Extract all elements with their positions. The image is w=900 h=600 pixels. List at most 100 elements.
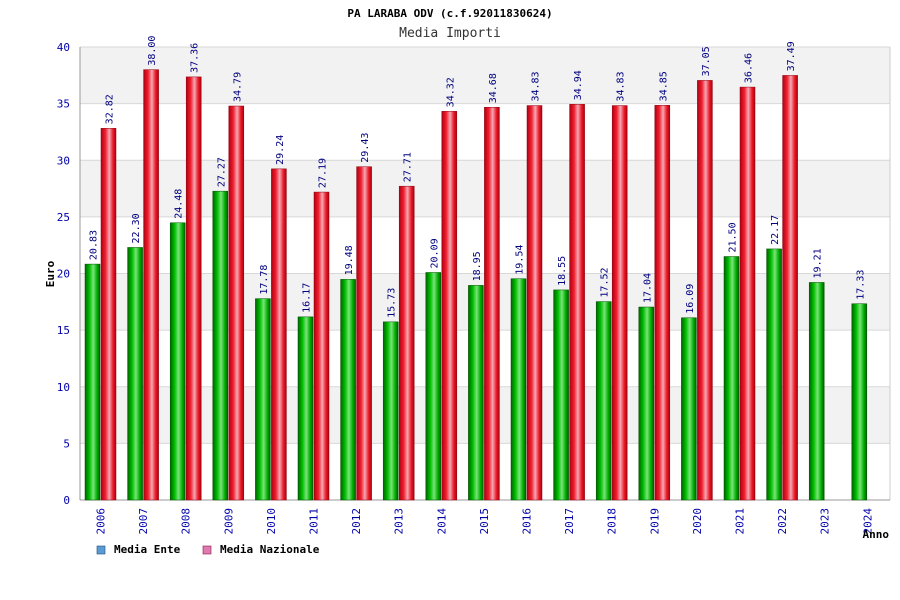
x-axis-title: Anno: [863, 528, 890, 541]
value-label-media-nazionale: 37.36: [190, 43, 201, 73]
value-label-media-ente: 18.55: [557, 256, 568, 286]
bar-media-ente: [723, 256, 740, 501]
bar-media-ente: [766, 248, 782, 501]
value-label-media-nazionale: 29.43: [360, 133, 371, 163]
bar-media-nazionale: [441, 111, 458, 501]
bar-media-nazionale: [228, 105, 245, 501]
chart-title: PA LARABA ODV (c.f.92011830624): [347, 7, 552, 20]
value-label-media-nazionale: 37.49: [786, 41, 797, 71]
value-label-media-ente: 21.50: [728, 222, 739, 252]
bar-media-ente: [808, 282, 825, 501]
x-tick-label: 2018: [606, 508, 619, 535]
bar-media-ente: [425, 272, 442, 501]
bar-media-ente: [638, 306, 655, 501]
legend: Media Ente Media Nazionale: [96, 543, 320, 556]
y-tick-label: 20: [57, 268, 70, 281]
bar-media-nazionale: [356, 166, 372, 501]
y-axis: 0 5 10 15 20 25 30 35 40: [57, 41, 891, 507]
legend-label-media-nazionale: Media Nazionale: [220, 543, 320, 556]
x-tick-label: 2012: [350, 508, 363, 535]
bars-group: [84, 69, 868, 501]
x-tick-label: 2007: [137, 508, 150, 535]
bar-media-ente: [127, 247, 143, 501]
value-label-media-ente: 22.30: [131, 213, 142, 243]
bar-media-ente: [84, 263, 101, 501]
bar-media-nazionale: [100, 128, 117, 501]
value-label-media-ente: 16.17: [302, 283, 313, 313]
x-axis: 2006 2007 2008 2009 2010 2011 2012 2013 2014 2015…: [80, 499, 890, 535]
y-tick-label: 40: [57, 41, 70, 54]
value-label-media-ente: 17.04: [642, 273, 653, 303]
bar-media-ente: [382, 321, 399, 501]
y-tick-label: 25: [57, 211, 70, 224]
x-tick-label: 2015: [478, 508, 491, 534]
x-tick-label: 2022: [776, 508, 789, 535]
x-tick-label: 2023: [819, 508, 832, 535]
y-tick-label: 35: [57, 98, 70, 111]
x-tick-label: 2019: [648, 508, 661, 535]
value-label-media-nazionale: 36.46: [744, 53, 755, 83]
legend-label-media-ente: Media Ente: [114, 543, 181, 556]
value-label-media-ente: 22.17: [770, 215, 781, 245]
y-tick-label: 5: [63, 437, 70, 450]
value-label-media-ente: 17.33: [855, 270, 866, 300]
value-label-media-nazionale: 32.82: [105, 94, 116, 124]
value-label-media-nazionale: 37.05: [701, 46, 712, 76]
bar-media-nazionale: [782, 75, 798, 501]
bar-media-nazionale: [654, 105, 671, 501]
bar-media-nazionale: [271, 168, 287, 501]
x-tick-label: 2006: [95, 508, 108, 535]
bar-media-nazionale: [398, 185, 415, 501]
x-tick-label: 2013: [393, 508, 406, 535]
x-tick-label: 2014: [435, 508, 448, 535]
chart-subtitle: Media Importi: [399, 26, 501, 41]
grid-band: [80, 47, 890, 104]
bar-media-nazionale: [569, 104, 585, 501]
value-label-media-ente: 15.73: [387, 288, 398, 318]
bar-media-ente: [595, 301, 612, 501]
x-tick-label: 2010: [265, 508, 278, 535]
y-tick-label: 0: [63, 494, 70, 507]
x-tick-label: 2009: [222, 508, 235, 535]
bar-media-ente: [169, 222, 186, 501]
value-label-media-nazionale: 38.00: [147, 36, 158, 66]
value-label-media-ente: 19.21: [813, 248, 824, 278]
value-label-media-ente: 17.52: [600, 267, 611, 297]
x-tick-label: 2008: [180, 508, 193, 535]
value-label-media-nazionale: 34.68: [488, 73, 499, 103]
bar-media-ente: [553, 289, 569, 501]
x-tick-label: 2016: [521, 508, 534, 535]
bar-media-ente: [510, 278, 527, 501]
value-label-media-nazionale: 34.85: [658, 71, 669, 101]
value-label-media-ente: 19.54: [515, 245, 526, 275]
bar-media-nazionale: [739, 86, 756, 501]
y-axis-title: Euro: [44, 260, 57, 287]
value-labels-group: 20.83 32.82 22.30 38.00 24.48 37.36 27.27 34.79…: [89, 36, 867, 318]
value-label-media-ente: 20.09: [429, 238, 440, 268]
y-tick-label: 30: [57, 154, 70, 167]
x-tick-label: 2024: [861, 508, 874, 535]
value-label-media-nazionale: 34.83: [531, 71, 542, 101]
bar-media-ente: [468, 285, 484, 501]
value-label-media-nazionale: 34.79: [232, 72, 243, 102]
bar-media-ente: [851, 303, 868, 501]
legend-swatch-media-ente: [96, 545, 106, 555]
bar-media-nazionale: [484, 106, 500, 501]
value-label-media-ente: 16.09: [685, 284, 696, 314]
bar-media-ente: [681, 317, 697, 501]
bar-media-ente: [255, 298, 271, 501]
legend-swatch-media-nazionale: [202, 545, 212, 555]
value-label-media-nazionale: 29.24: [275, 135, 286, 165]
x-tick-label: 2021: [734, 508, 747, 535]
value-label-media-ente: 27.27: [216, 157, 227, 187]
x-tick-label: 2011: [308, 508, 321, 535]
bar-media-nazionale: [611, 105, 628, 501]
value-label-media-nazionale: 34.83: [616, 71, 627, 101]
bar-media-nazionale: [185, 76, 202, 501]
value-label-media-nazionale: 34.94: [573, 70, 584, 100]
bar-media-ente: [340, 279, 356, 501]
bar-media-ente: [297, 316, 314, 501]
value-label-media-ente: 19.48: [344, 245, 355, 275]
